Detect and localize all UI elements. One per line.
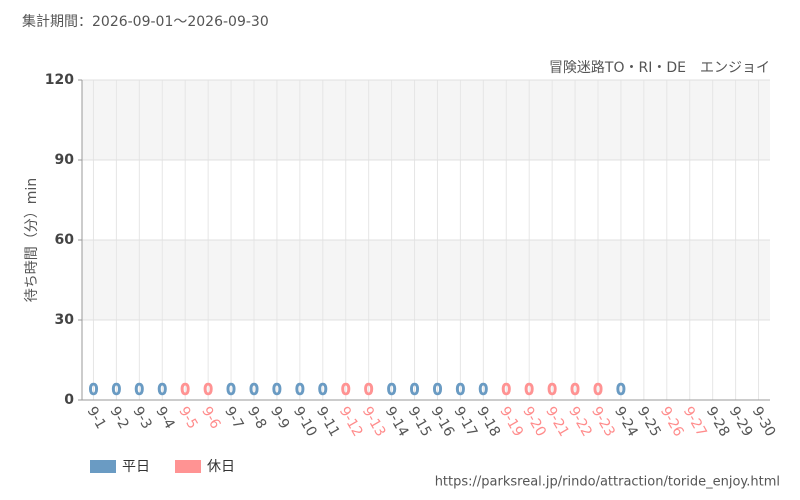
legend-label: 平日 [122, 459, 150, 475]
y-axis-label: 待ち時間（分）min [24, 178, 40, 302]
x-tick-label: 9-14 [382, 404, 412, 440]
x-tick-label: 9-30 [749, 404, 779, 440]
x-tick-label: 9-24 [611, 404, 641, 440]
x-tick-label: 9-27 [680, 404, 710, 440]
value-label: 0 [593, 381, 603, 399]
x-tick-label: 9-5 [175, 404, 200, 432]
source-url: https://parksreal.jp/rindo/attraction/to… [435, 475, 780, 490]
x-tick-label: 9-6 [198, 404, 223, 432]
value-label: 0 [295, 381, 305, 399]
value-label: 0 [249, 381, 259, 399]
x-tick-label: 9-13 [359, 404, 389, 440]
x-tick-label: 9-9 [267, 404, 292, 432]
x-tick-label: 9-29 [726, 404, 756, 440]
x-tick-label: 9-4 [152, 404, 177, 432]
value-label: 0 [410, 381, 420, 399]
y-tick-label: 60 [55, 232, 75, 248]
x-tick-label: 9-21 [542, 404, 572, 440]
x-tick-label: 9-28 [703, 404, 733, 440]
x-tick-label: 9-8 [244, 404, 269, 432]
y-tick-label: 90 [55, 152, 75, 168]
value-label: 0 [318, 381, 328, 399]
value-label: 0 [501, 381, 511, 399]
value-label: 0 [157, 381, 167, 399]
value-label: 0 [89, 381, 99, 399]
x-tick-label: 9-19 [496, 404, 526, 440]
value-label: 0 [456, 381, 466, 399]
value-label: 0 [524, 381, 534, 399]
x-tick-label: 9-2 [106, 404, 131, 432]
x-tick-label: 9-22 [565, 404, 595, 440]
value-label: 0 [616, 381, 626, 399]
x-tick-label: 9-3 [129, 404, 154, 432]
chart-subtitle: 冒険迷路TO・RI・DE エンジョイ [549, 60, 770, 76]
x-tick-label: 9-20 [519, 404, 549, 440]
x-tick-label: 9-25 [634, 404, 664, 440]
value-label: 0 [112, 381, 122, 399]
legend-swatch [90, 460, 116, 473]
x-tick-label: 9-26 [657, 404, 687, 440]
x-tick-label: 9-10 [290, 404, 320, 440]
y-tick-label: 30 [55, 312, 75, 328]
value-label: 0 [203, 381, 213, 399]
value-label: 0 [479, 381, 489, 399]
value-label: 0 [135, 381, 145, 399]
value-label: 0 [387, 381, 397, 399]
value-label: 0 [226, 381, 236, 399]
x-tick-label: 9-7 [221, 404, 246, 432]
x-tick-label: 9-17 [450, 404, 480, 440]
value-label: 0 [570, 381, 580, 399]
plot-band [82, 80, 770, 160]
x-tick-label: 9-23 [588, 404, 618, 440]
x-tick-label: 9-18 [473, 404, 503, 440]
x-tick-label: 9-12 [336, 404, 366, 440]
y-tick-label: 0 [64, 392, 74, 408]
legend-swatch [175, 460, 201, 473]
value-label: 0 [364, 381, 374, 399]
y-tick-label: 120 [45, 72, 74, 88]
x-tick-label: 9-11 [313, 404, 343, 440]
plot-band [82, 240, 770, 320]
legend-label: 休日 [207, 459, 235, 475]
x-tick-label: 9-16 [428, 404, 458, 440]
value-label: 0 [433, 381, 443, 399]
value-label: 0 [547, 381, 557, 399]
chart-title: 集計期間：2026-09-01～2026-09-30 [22, 13, 269, 30]
value-label: 0 [272, 381, 282, 399]
value-label: 0 [180, 381, 190, 399]
x-tick-label: 9-15 [405, 404, 435, 440]
x-tick-label: 9-1 [84, 404, 109, 432]
value-label: 0 [341, 381, 351, 399]
